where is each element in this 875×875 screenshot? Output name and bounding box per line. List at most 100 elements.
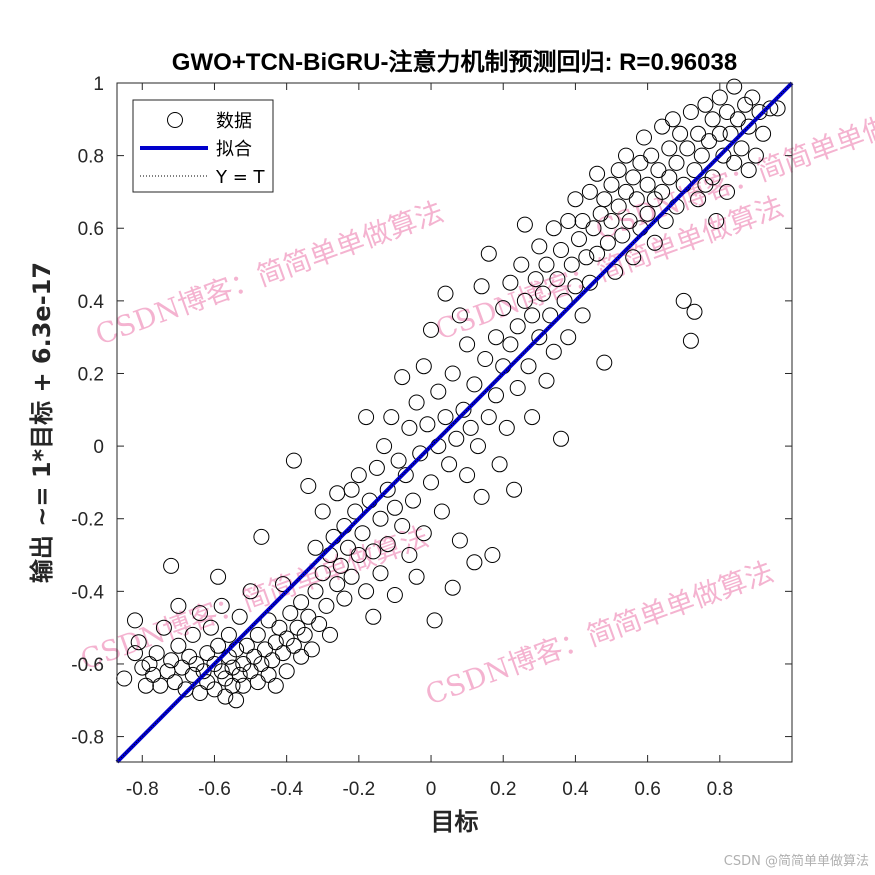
data-point	[549, 271, 566, 288]
data-point	[679, 140, 696, 157]
data-point	[650, 162, 667, 179]
data-point	[509, 380, 526, 396]
data-point	[488, 387, 504, 404]
data-point	[437, 409, 454, 426]
data-point	[390, 452, 407, 469]
data-point	[228, 692, 245, 709]
data-point	[769, 100, 786, 117]
data-point	[531, 238, 548, 255]
data-point	[415, 358, 432, 375]
data-point	[740, 162, 757, 179]
data-point	[166, 674, 183, 691]
data-point	[726, 78, 743, 95]
x-tick-label: -0.4	[270, 779, 303, 800]
data-point	[553, 430, 569, 447]
data-point	[451, 307, 468, 324]
data-point	[740, 118, 757, 135]
data-point	[632, 154, 649, 171]
data-point	[495, 300, 512, 317]
data-point	[155, 619, 172, 636]
data-point	[607, 263, 624, 280]
chart-title: GWO+TCN-BiGRU-注意力机制预测回归: R=0.96038	[172, 48, 737, 76]
data-point	[249, 626, 266, 643]
data-point	[643, 147, 660, 164]
data-point	[423, 474, 439, 491]
data-point	[697, 96, 714, 113]
x-axis-label: 目标	[431, 808, 479, 836]
data-point	[726, 154, 743, 171]
data-point	[654, 118, 671, 135]
data-point	[491, 456, 508, 473]
data-point	[278, 663, 295, 680]
data-point	[524, 409, 541, 426]
data-point	[690, 191, 707, 208]
data-point	[451, 532, 468, 549]
data-point	[567, 191, 584, 208]
data-point	[506, 481, 523, 498]
data-point	[368, 459, 385, 476]
footer-credit: CSDN @简简单单做算法	[723, 854, 869, 869]
data-point	[271, 619, 288, 636]
y-tick-label: 0	[93, 437, 104, 458]
y-tick-label: 0.4	[78, 292, 105, 313]
y-tick-label: -0.8	[71, 728, 104, 749]
data-point	[336, 590, 353, 607]
data-point	[307, 583, 324, 600]
legend-label: Y = T	[215, 167, 266, 188]
axis-ticks: -0.8 -0.6 -0.4 -0.2 0 0.2 0.4 0.6 0.8 -0.8 -0.6 -0.…	[71, 74, 792, 800]
data-point	[275, 576, 291, 593]
data-point	[386, 587, 403, 603]
data-point	[618, 183, 634, 200]
legend-marker-circle	[167, 112, 183, 128]
data-point	[444, 579, 461, 596]
y-axis-label: 输出 ~= 1*目标 + 6.3e-17	[28, 262, 56, 583]
data-point	[531, 329, 548, 346]
data-point	[686, 162, 703, 179]
data-point	[358, 409, 375, 426]
data-point	[127, 645, 143, 662]
data-point	[426, 612, 443, 629]
data-point	[285, 452, 302, 469]
data-point	[202, 619, 219, 636]
data-point	[668, 154, 685, 171]
data-point	[704, 169, 721, 186]
data-point	[253, 528, 270, 545]
data-point	[184, 666, 201, 683]
data-point	[646, 234, 663, 251]
data-point	[267, 677, 284, 694]
data-point	[603, 213, 620, 229]
data-point	[657, 213, 674, 229]
data-point	[372, 510, 389, 527]
x-tick-label: 0.6	[634, 779, 660, 800]
data-point	[610, 198, 627, 215]
legend-label: 拟合	[216, 139, 252, 160]
y-tick-label: 0.2	[78, 364, 104, 385]
data-point	[690, 125, 707, 142]
data-point	[470, 438, 486, 455]
data-point	[563, 256, 580, 273]
data-point	[332, 557, 349, 574]
data-point	[213, 597, 230, 614]
data-point	[534, 285, 551, 302]
data-point	[430, 383, 447, 400]
data-point	[379, 481, 396, 498]
data-point	[516, 216, 533, 233]
data-point	[589, 165, 606, 182]
data-point	[343, 481, 360, 498]
data-point	[502, 274, 519, 291]
data-point	[307, 539, 324, 556]
data-point	[722, 125, 739, 142]
data-point	[397, 467, 414, 484]
data-point	[581, 183, 598, 200]
data-point	[661, 169, 678, 186]
data-point	[719, 183, 735, 200]
data-point	[455, 401, 472, 418]
data-point	[433, 503, 450, 520]
data-point	[664, 111, 681, 128]
data-point	[553, 242, 569, 258]
data-point	[708, 213, 725, 229]
data-point	[675, 292, 692, 309]
data-point	[636, 129, 652, 146]
data-point	[329, 576, 346, 593]
